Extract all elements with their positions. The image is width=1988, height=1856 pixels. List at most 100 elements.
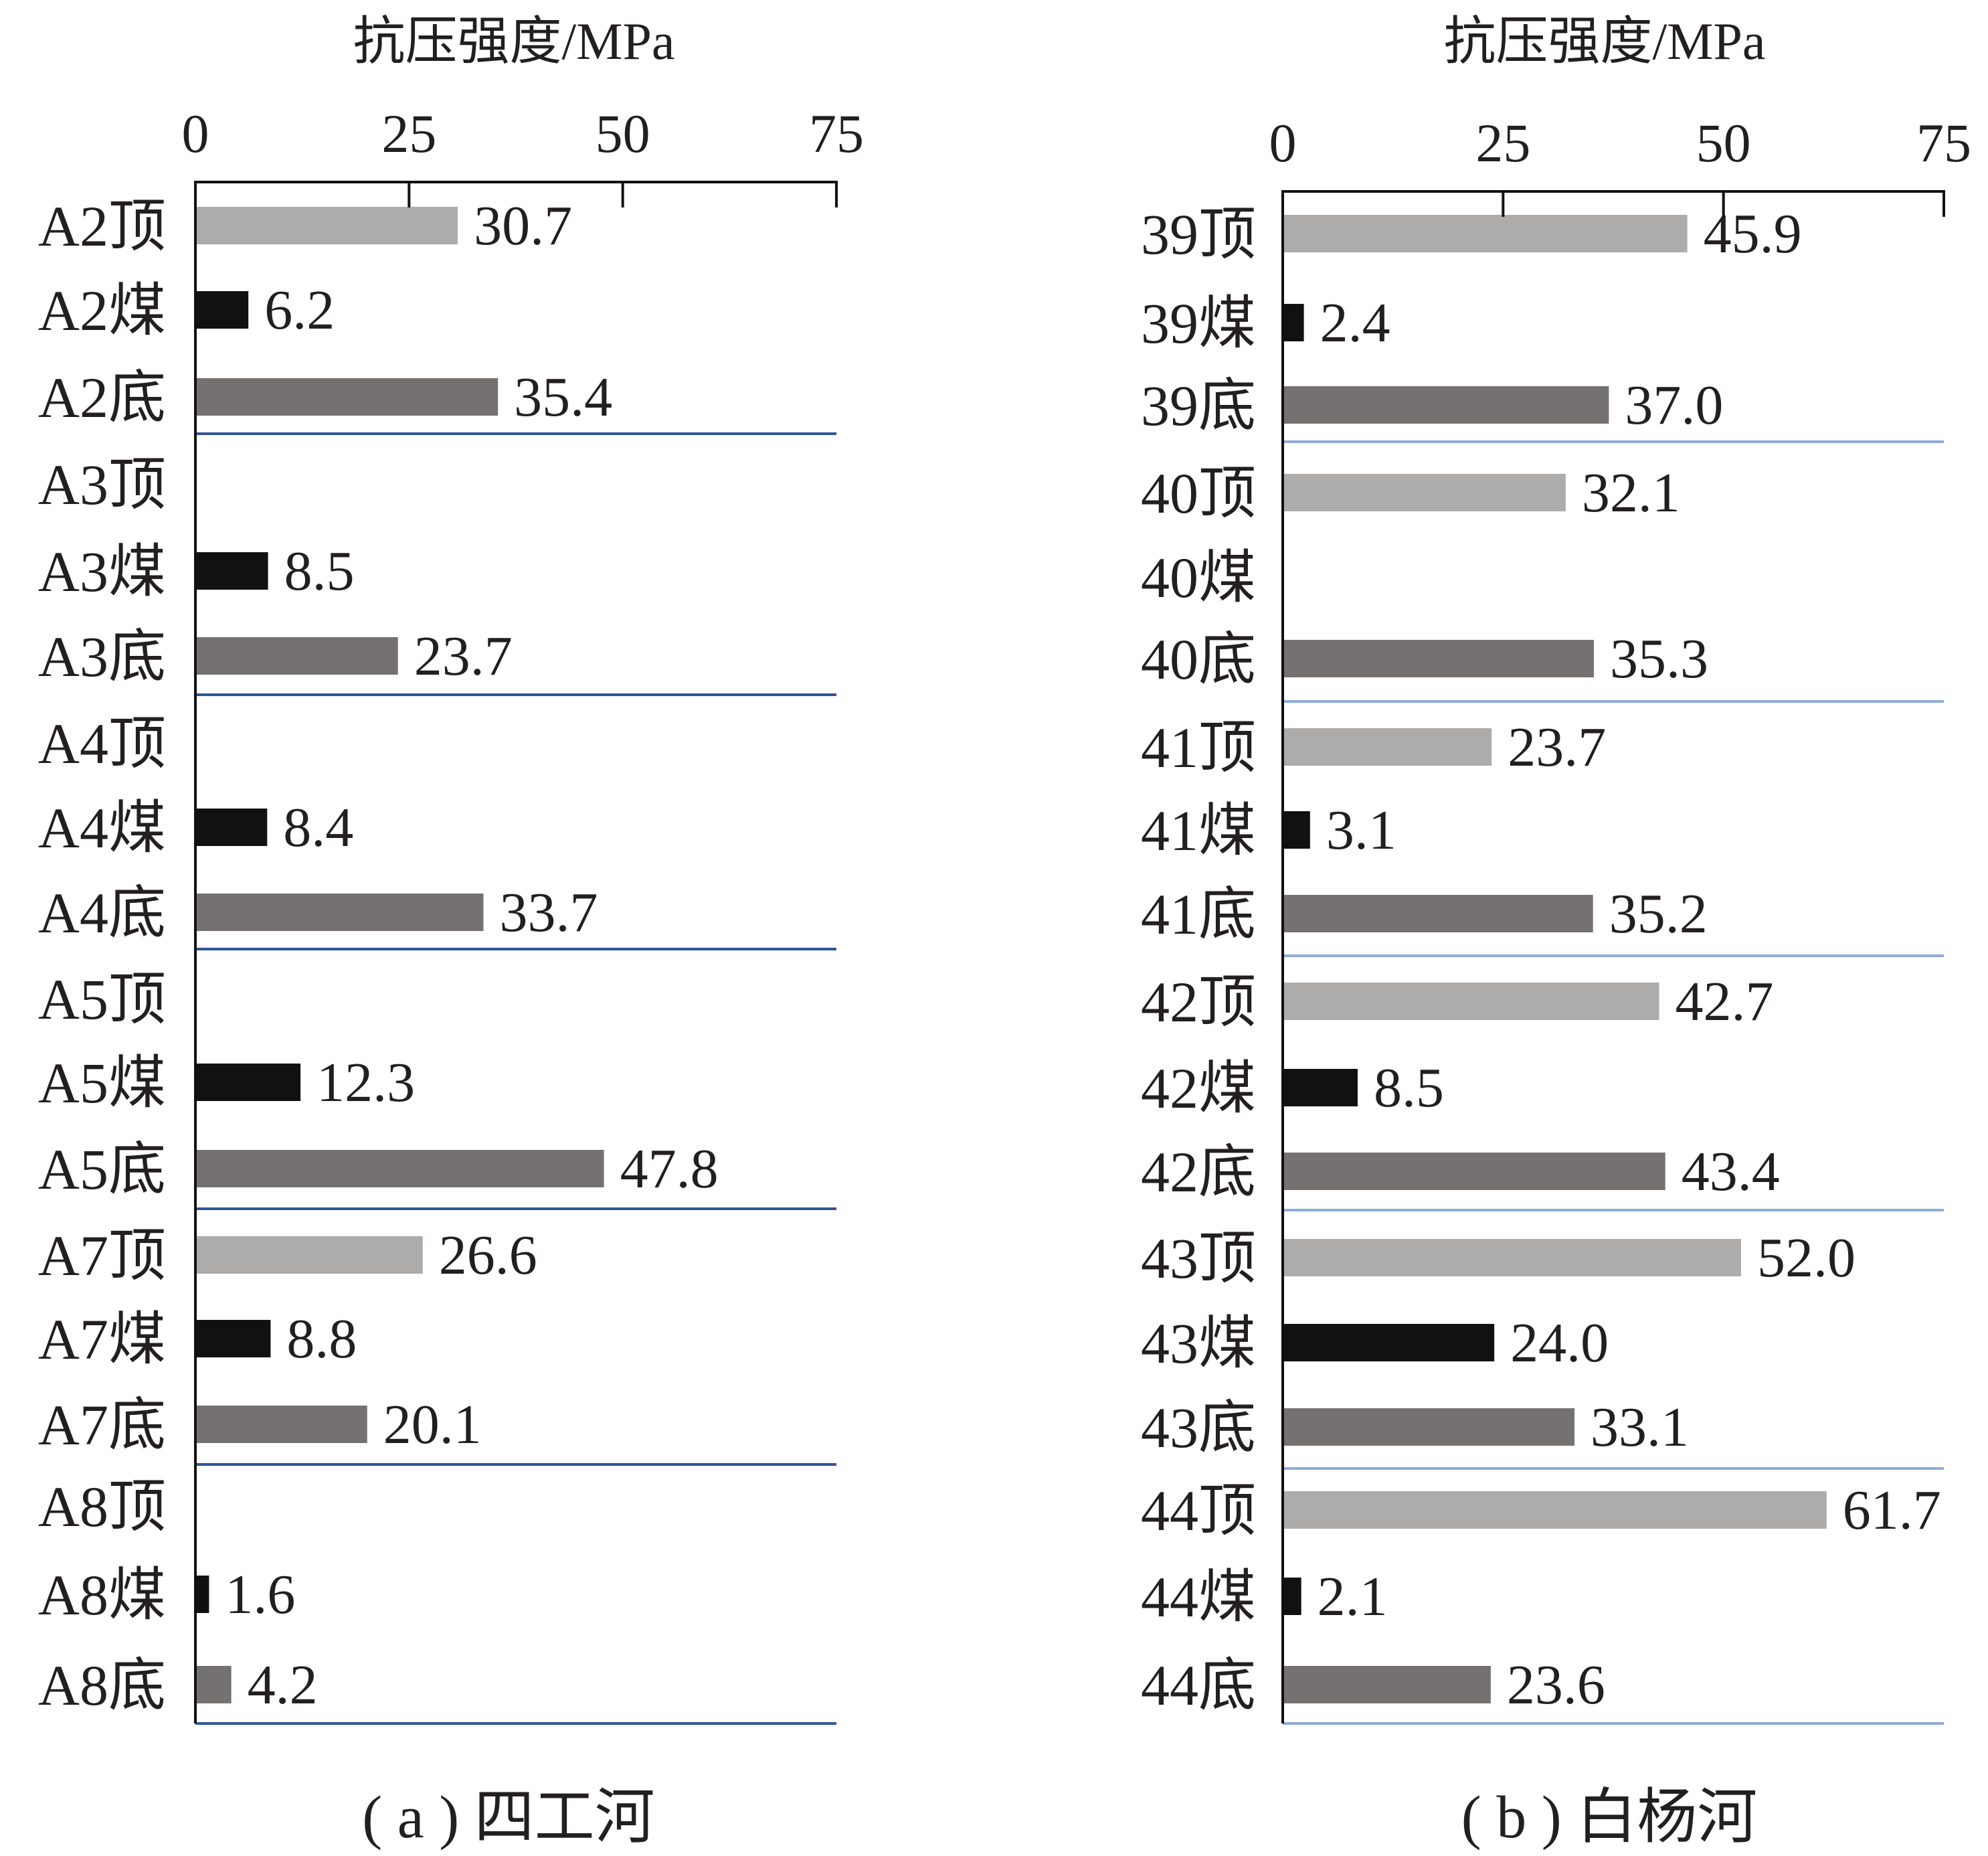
panel-b-bar-17	[1283, 1578, 1301, 1615]
panel-b-category-label-3: 39底	[1141, 373, 1256, 438]
panel-a-category-label-1: A2顶	[38, 194, 166, 258]
panel-b-category-label-4: 40顶	[1141, 461, 1256, 525]
panel-a-category-label-11: A5煤	[38, 1051, 166, 1115]
panel-b-value-label-10: 42.7	[1676, 971, 1774, 1033]
panel-b-bar-3	[1283, 386, 1609, 424]
panel-b-bar-8	[1283, 811, 1310, 849]
panel-b-value-label-17: 2.1	[1318, 1566, 1388, 1628]
panel-b-category-label-13: 43顶	[1141, 1226, 1256, 1290]
panel-a-category-label-8: A4煤	[38, 796, 166, 860]
panel-a-value-label-3: 35.4	[514, 366, 612, 428]
panel-a-bar-1	[195, 207, 458, 244]
panel-b-value-label-7: 23.7	[1508, 716, 1606, 778]
panel-a-bar-12	[195, 1150, 604, 1187]
panel-a-value-label-18: 4.2	[248, 1654, 318, 1716]
panel-a-category-label-2: A2煤	[38, 278, 166, 343]
panel-a-category-label-4: A3顶	[38, 452, 166, 517]
panel-a-value-label-11: 12.3	[317, 1051, 415, 1114]
panel-a-value-label-12: 47.8	[620, 1138, 719, 1200]
panel-b-bar-12	[1283, 1153, 1665, 1190]
panel-b-value-label-6: 35.3	[1610, 628, 1708, 690]
panel-a-category-label-14: A7煤	[38, 1307, 166, 1371]
panel-a-value-label-2: 6.2	[264, 279, 335, 341]
panel-b-value-label-4: 32.1	[1582, 462, 1680, 524]
panel-a-bar-14	[195, 1320, 271, 1357]
panel-a-bar-9	[195, 894, 484, 931]
panel-a-bar-18	[195, 1666, 232, 1703]
panel-b-category-label-2: 39煤	[1141, 291, 1256, 355]
panel-a-bar-11	[195, 1064, 301, 1101]
panel-b-category-label-16: 44顶	[1141, 1479, 1256, 1543]
panel-b-category-label-8: 41煤	[1141, 798, 1256, 863]
panel-a-category-label-9: A4底	[38, 881, 166, 945]
panel-b-tick-label-3: 50	[1696, 112, 1751, 173]
panel-a-caption: ( a ) 四工河	[362, 1784, 654, 1851]
panel-b-bar-9	[1283, 895, 1593, 932]
panel-a-category-label-13: A7顶	[38, 1224, 166, 1288]
panel-b-category-label-1: 39顶	[1141, 202, 1256, 266]
panel-b-value-label-15: 33.1	[1591, 1396, 1689, 1458]
panel-a-bar-8	[195, 809, 268, 846]
panel-a-category-label-12: A5底	[38, 1137, 166, 1201]
panel-b-value-label-3: 37.0	[1625, 374, 1723, 436]
panel-a-bar-13	[195, 1236, 423, 1274]
panel-b-category-label-11: 42煤	[1141, 1056, 1256, 1120]
panel-b-bar-1	[1283, 215, 1688, 252]
panel-b-bar-7	[1283, 728, 1492, 766]
panel-a-category-label-17: A8煤	[38, 1563, 166, 1627]
panel-a-chart: 抗压强度/MPa ( a ) 四工河 30.7 A2顶 6.2 A2煤 35.4 A2底 A…	[38, 12, 864, 1851]
panel-b-value-label-2: 2.4	[1320, 292, 1390, 354]
panel-b-chart: 抗压强度/MPa ( b ) 白杨河 45.9 39顶 2.4 39煤 37.0 39底 3…	[1141, 12, 1971, 1851]
panel-a-tick-label-4: 75	[809, 103, 864, 164]
panel-a-category-label-10: A5顶	[38, 967, 166, 1031]
panel-b-value-label-18: 23.6	[1507, 1654, 1605, 1716]
panel-a-value-label-1: 30.7	[474, 195, 572, 257]
panel-b-value-label-9: 35.2	[1609, 883, 1708, 945]
panel-a-category-label-16: A8顶	[38, 1474, 166, 1539]
panel-a-value-label-17: 1.6	[225, 1564, 295, 1626]
panel-b-bar-11	[1283, 1069, 1358, 1106]
panel-a-category-label-15: A7底	[38, 1393, 166, 1457]
panel-b-category-label-9: 41底	[1141, 882, 1256, 946]
panel-a-bar-5	[195, 552, 268, 590]
panel-b-category-label-17: 44煤	[1141, 1565, 1256, 1629]
panel-a-value-label-9: 33.7	[499, 881, 598, 944]
panel-b-axis-title: 抗压强度/MPa	[1443, 12, 1765, 70]
panel-b-tick-label-2: 25	[1475, 112, 1530, 173]
panel-a-category-label-3: A2底	[38, 365, 166, 430]
panel-b-caption: ( b ) 白杨河	[1461, 1784, 1757, 1851]
panel-b-value-label-8: 3.1	[1326, 799, 1396, 861]
panel-a-tick-label-3: 50	[596, 103, 650, 164]
panel-b-bar-15	[1283, 1408, 1575, 1446]
panel-b-bar-18	[1283, 1666, 1491, 1703]
panel-a-bar-2	[195, 291, 249, 329]
panel-b-bar-14	[1283, 1324, 1495, 1361]
panel-b-category-label-10: 42顶	[1141, 970, 1256, 1034]
panel-a-category-label-18: A8底	[38, 1653, 166, 1717]
panel-b-category-label-7: 41顶	[1141, 715, 1256, 780]
panel-b-bar-13	[1283, 1239, 1742, 1276]
panel-b-bar-2	[1283, 304, 1304, 341]
panel-a-value-label-13: 26.6	[439, 1224, 537, 1286]
panel-b-bar-4	[1283, 474, 1566, 511]
panel-b-value-label-14: 24.0	[1510, 1312, 1609, 1374]
panel-a-value-label-8: 8.4	[283, 796, 353, 859]
panel-b-bar-6	[1283, 640, 1595, 677]
panel-a-category-label-5: A3煤	[38, 539, 166, 604]
panel-a-value-label-5: 8.5	[284, 540, 355, 602]
panel-b-category-label-15: 43底	[1141, 1396, 1256, 1460]
panel-a-bar-15	[195, 1406, 367, 1443]
panel-b-tick-label-4: 75	[1916, 112, 1971, 173]
panel-b-category-label-18: 44底	[1141, 1653, 1256, 1717]
panel-b-value-label-12: 43.4	[1682, 1141, 1780, 1203]
panel-a-value-label-6: 23.7	[414, 625, 513, 687]
panel-a-axis-title: 抗压强度/MPa	[353, 12, 674, 70]
panel-a-value-label-14: 8.8	[286, 1308, 357, 1370]
panel-a-category-label-7: A4顶	[38, 711, 166, 776]
panel-b-value-label-11: 8.5	[1374, 1057, 1444, 1119]
panel-a-tick-label-1: 0	[182, 103, 209, 164]
panel-a-bar-3	[195, 378, 499, 416]
panel-b-tick-label-1: 0	[1269, 112, 1297, 173]
panel-a-bar-6	[195, 637, 398, 675]
